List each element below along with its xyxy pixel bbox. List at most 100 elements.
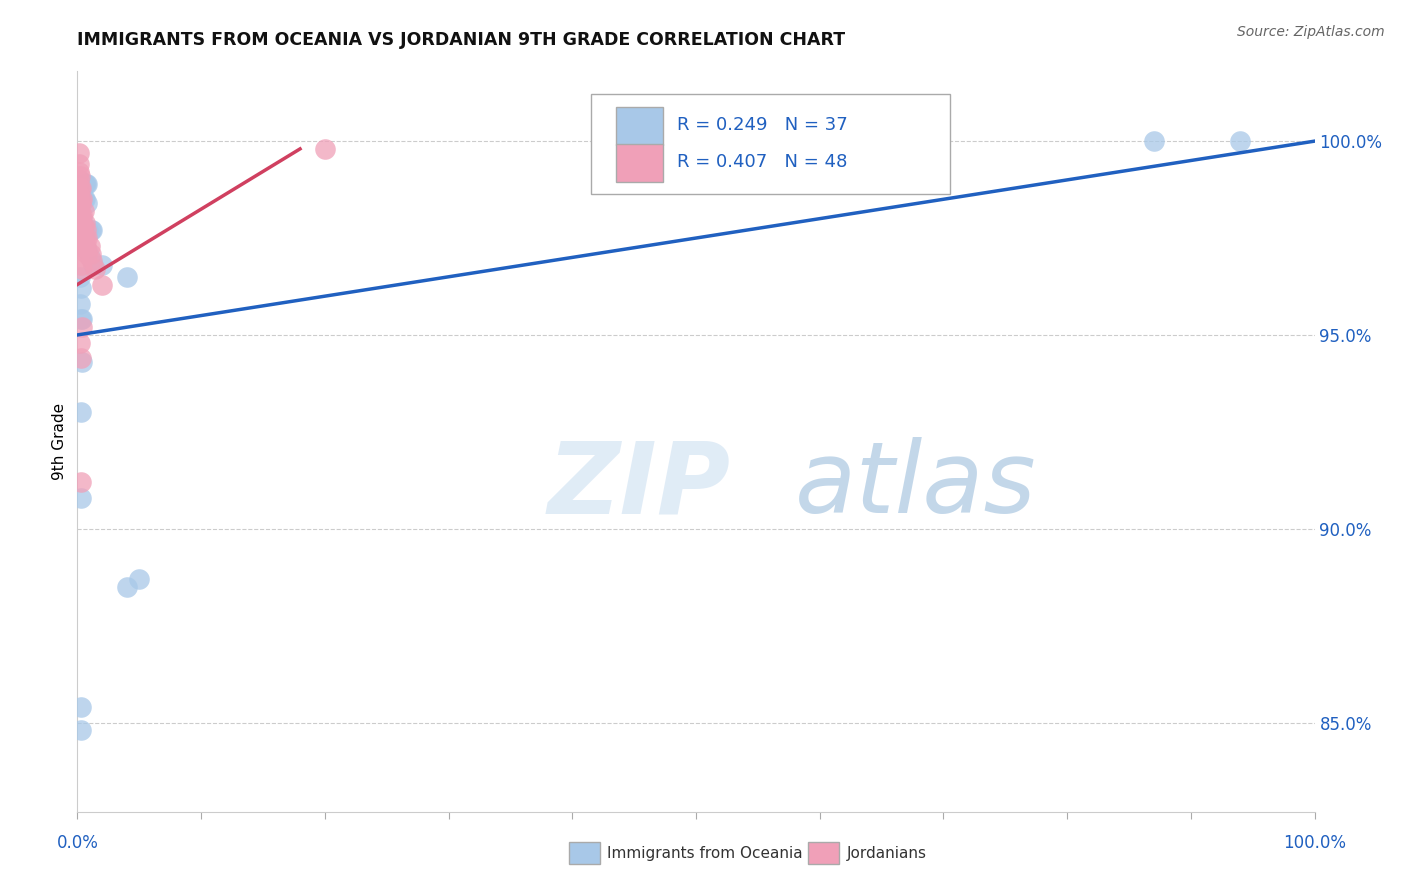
Text: 0.0%: 0.0% bbox=[56, 834, 98, 852]
Text: ZIP: ZIP bbox=[547, 437, 731, 534]
Point bbox=[70, 491, 93, 505]
Point bbox=[67, 227, 90, 242]
Text: Jordanians: Jordanians bbox=[846, 847, 927, 861]
Point bbox=[70, 475, 93, 490]
Point bbox=[91, 258, 114, 272]
Point bbox=[73, 192, 96, 206]
Point bbox=[70, 312, 93, 326]
Point bbox=[76, 177, 98, 191]
Point bbox=[70, 235, 93, 249]
Point bbox=[75, 177, 97, 191]
Point bbox=[70, 405, 93, 419]
Point bbox=[67, 219, 90, 234]
Point bbox=[70, 723, 93, 738]
Point bbox=[82, 258, 104, 272]
Text: Source: ZipAtlas.com: Source: ZipAtlas.com bbox=[1237, 25, 1385, 39]
Point bbox=[69, 180, 91, 194]
Point bbox=[75, 223, 97, 237]
Point bbox=[77, 223, 100, 237]
Point bbox=[598, 134, 620, 148]
Point bbox=[67, 235, 90, 249]
Point bbox=[69, 169, 91, 183]
Point bbox=[69, 239, 91, 253]
Point bbox=[72, 177, 94, 191]
Text: IMMIGRANTS FROM OCEANIA VS JORDANIAN 9TH GRADE CORRELATION CHART: IMMIGRANTS FROM OCEANIA VS JORDANIAN 9TH… bbox=[77, 31, 845, 49]
Point bbox=[73, 177, 96, 191]
Point bbox=[72, 192, 94, 206]
Point bbox=[70, 258, 93, 272]
Point bbox=[72, 223, 94, 237]
Point bbox=[76, 231, 98, 245]
Text: atlas: atlas bbox=[794, 437, 1036, 534]
Point bbox=[70, 192, 93, 206]
Bar bbox=[616, 144, 662, 183]
Point bbox=[72, 192, 94, 206]
Point bbox=[82, 254, 104, 268]
Point bbox=[70, 281, 93, 295]
Point bbox=[1229, 134, 1251, 148]
Point bbox=[72, 208, 94, 222]
Point bbox=[70, 351, 93, 366]
Point bbox=[91, 277, 114, 292]
Point bbox=[79, 251, 101, 265]
Bar bbox=[616, 107, 662, 145]
Text: 100.0%: 100.0% bbox=[1284, 834, 1346, 852]
Point bbox=[80, 223, 103, 237]
Point bbox=[72, 223, 94, 237]
Point bbox=[70, 211, 93, 226]
Point bbox=[70, 196, 93, 211]
Point bbox=[82, 223, 104, 237]
Point bbox=[79, 239, 101, 253]
Point bbox=[72, 177, 94, 191]
Point bbox=[76, 196, 98, 211]
Point bbox=[67, 211, 90, 226]
Point bbox=[67, 180, 90, 194]
Point bbox=[115, 580, 138, 594]
Point bbox=[72, 203, 94, 218]
Point bbox=[75, 239, 97, 253]
Point bbox=[80, 246, 103, 260]
Point bbox=[70, 211, 93, 226]
Point bbox=[883, 134, 905, 148]
Point bbox=[67, 173, 90, 187]
Point bbox=[67, 173, 90, 187]
Point bbox=[69, 215, 91, 229]
Point bbox=[72, 355, 94, 369]
Point bbox=[72, 320, 94, 334]
Point bbox=[1143, 134, 1166, 148]
FancyBboxPatch shape bbox=[591, 94, 949, 194]
Point bbox=[67, 196, 90, 211]
Point bbox=[128, 572, 150, 586]
Point bbox=[67, 165, 90, 179]
Point bbox=[76, 243, 98, 257]
Point bbox=[69, 269, 91, 284]
Point bbox=[70, 243, 93, 257]
Point bbox=[72, 262, 94, 277]
Point bbox=[67, 203, 90, 218]
Point bbox=[73, 223, 96, 237]
Point bbox=[69, 192, 91, 206]
Point bbox=[72, 211, 94, 226]
Text: R = 0.407   N = 48: R = 0.407 N = 48 bbox=[678, 153, 848, 171]
Point bbox=[69, 203, 91, 218]
Point bbox=[67, 145, 90, 160]
Point bbox=[70, 227, 93, 242]
Point bbox=[67, 188, 90, 202]
Point bbox=[73, 215, 96, 229]
Point bbox=[314, 142, 336, 156]
Point bbox=[76, 246, 98, 260]
Point bbox=[70, 180, 93, 194]
Text: R = 0.249   N = 37: R = 0.249 N = 37 bbox=[678, 117, 848, 135]
Point bbox=[72, 235, 94, 249]
Point bbox=[72, 312, 94, 326]
Point bbox=[83, 262, 105, 277]
Point bbox=[72, 192, 94, 206]
Point bbox=[72, 219, 94, 234]
Point bbox=[69, 173, 91, 187]
Y-axis label: 9th Grade: 9th Grade bbox=[52, 403, 67, 480]
Point bbox=[115, 269, 138, 284]
Point bbox=[70, 177, 93, 191]
Point bbox=[69, 335, 91, 350]
Text: Immigrants from Oceania: Immigrants from Oceania bbox=[607, 847, 803, 861]
Point bbox=[69, 227, 91, 242]
